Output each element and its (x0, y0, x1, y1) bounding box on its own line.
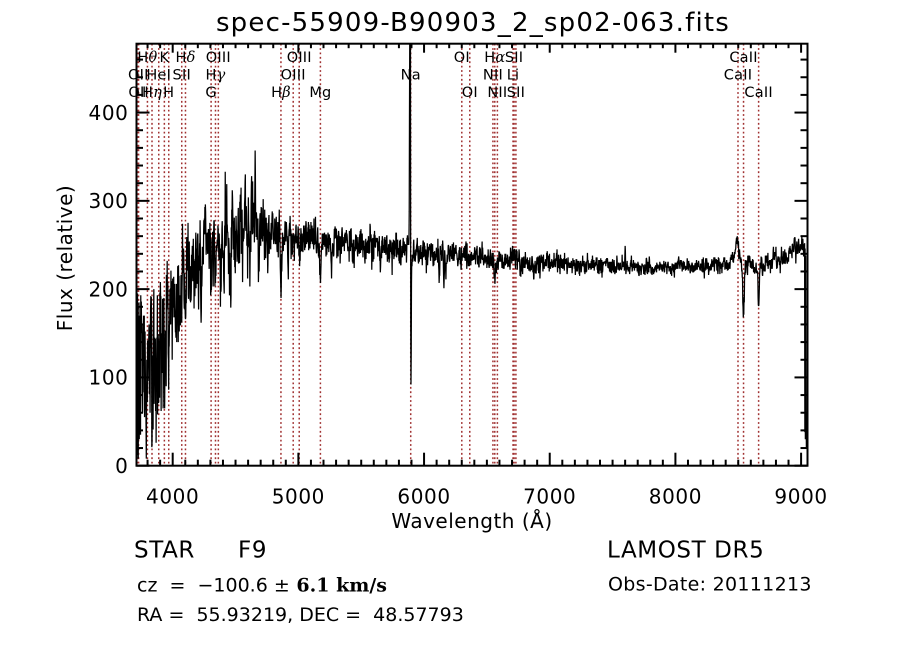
axes-frame (135, 42, 809, 467)
ra-dec-line: RA = 55.93219, DEC = 48.57793 (137, 604, 464, 626)
x-tick-label: 9000 (774, 485, 827, 509)
spectrum-path (135, 43, 808, 459)
line-label-OII-3726: OII (128, 68, 149, 84)
cz-error-value: 6.1 km/s (290, 575, 387, 597)
line-label-Hx-6562.8: Hα (484, 50, 505, 66)
line-label-OIII-4958.9: OIII (281, 68, 306, 84)
x-tick-label: 8000 (649, 485, 702, 509)
line-label-SII-6730.8: SII (507, 85, 525, 101)
line-label-OI-6300.3: OI (454, 50, 470, 66)
y-tick-label: 100 (89, 366, 129, 390)
line-label-NII-6548: NII (483, 68, 503, 84)
plus-minus-sign: ± (274, 575, 290, 597)
spectrum-trace (135, 43, 808, 459)
line-label-OI-6363.8: OI (462, 85, 478, 101)
x-tick-label: 4000 (146, 485, 199, 509)
obs-date-label: Obs-Date: 20111213 (608, 574, 812, 596)
spectral-line-labels: OIIOIIHθHηHeIKHSIIHδGHγOIIIHβOIIIOIIIMgN… (128, 50, 773, 101)
survey-label: LAMOST DR5 (607, 538, 764, 564)
line-label-Li-6707.9: Li (507, 68, 520, 84)
line-label-Hx-4861.3: Hβ (271, 85, 291, 101)
line-label-Na-5893.9: Na (401, 68, 421, 84)
line-label-HeI-3889: HeI (146, 68, 171, 84)
line-label-SII-4072: SII (173, 68, 191, 84)
line-label-OII-3728.8: OII (128, 85, 149, 101)
line-label-CaII-8662.1: CaII (744, 85, 772, 101)
x-tick-label: 7000 (523, 485, 576, 509)
line-label-Hx-3799: Hθ (137, 50, 157, 66)
line-label-OIII-4363.2: OIII (206, 50, 231, 66)
line-label-Mg-5175.3: Mg (309, 85, 331, 101)
y-tick-label: 300 (89, 189, 129, 213)
y-tick-label: 400 (89, 101, 129, 125)
plot-title: spec-55909-B90903_2_sp02-063.fits (216, 8, 730, 38)
line-label-K-3933.7: K (160, 50, 170, 66)
subclass-label: F9 (238, 538, 267, 564)
line-label-H-3968.5: H (163, 85, 174, 101)
line-label-G-4305.6: G (205, 85, 216, 101)
classification-label: STAR (134, 538, 195, 564)
x-tick-label: 6000 (397, 485, 450, 509)
line-label-CaII-8498: CaII (724, 68, 752, 84)
line-label-Hx-4101.7: Hδ (175, 50, 195, 66)
line-label-OIII-5006.8: OIII (287, 50, 312, 66)
line-label-SII-6716.4: SII (505, 50, 523, 66)
y-axis-title: Flux (relative) (53, 185, 77, 331)
axis-tick-labels: 4000 5000 6000 7000 8000 9000 0 100 200 300 400 (89, 101, 828, 509)
x-axis-title: Wavelength (Å) (391, 509, 552, 533)
line-label-Hx-4340.5: Hγ (205, 68, 225, 84)
y-tick-label: 200 (89, 277, 129, 301)
cz-prefix: cz = −100.6 (137, 575, 274, 597)
line-label-NII-6583.5: NII (487, 85, 507, 101)
line-label-Hx-3835.4: Hη (142, 85, 162, 101)
cz-line: cz = −100.6 ± 6.1 km/s (137, 575, 387, 597)
x-tick-label: 5000 (272, 485, 325, 509)
y-tick-label: 0 (115, 454, 128, 478)
line-label-CaII-8542.1: CaII (729, 50, 757, 66)
